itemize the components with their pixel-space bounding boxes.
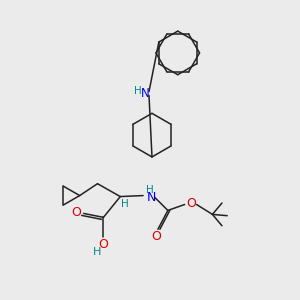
Text: H: H xyxy=(93,247,102,257)
Text: H: H xyxy=(122,200,129,209)
Text: H: H xyxy=(134,85,142,96)
Text: O: O xyxy=(98,238,108,250)
Text: N: N xyxy=(146,191,156,204)
Text: O: O xyxy=(187,197,196,210)
Text: O: O xyxy=(151,230,161,243)
Text: N: N xyxy=(141,87,149,100)
Text: O: O xyxy=(72,206,82,219)
Text: H: H xyxy=(146,184,154,195)
